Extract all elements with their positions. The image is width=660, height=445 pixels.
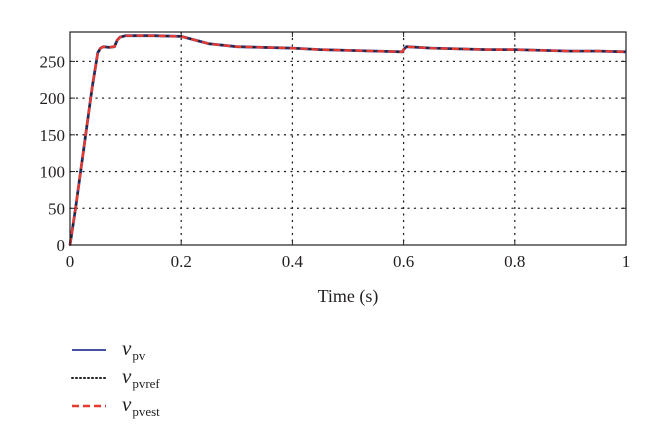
x-tick-label: 0 xyxy=(66,252,75,271)
y-tick-label: 0 xyxy=(57,236,66,255)
x-tick-label: 0.8 xyxy=(504,252,525,271)
y-tick-labels: 0 50 100 150 200 250 xyxy=(40,52,66,255)
y-tick-label: 150 xyxy=(40,126,66,145)
plot-frame xyxy=(69,31,627,246)
x-tick-label: 0.4 xyxy=(282,252,304,271)
legend-label-pvref: vpvref xyxy=(122,364,160,391)
x-tick-label: 0.6 xyxy=(393,252,414,271)
y-tick-label: 200 xyxy=(40,89,66,108)
y-tick-label: 100 xyxy=(40,163,66,182)
y-tick-label: 50 xyxy=(48,199,65,218)
axis-ticks xyxy=(69,32,627,246)
series-line-pvest xyxy=(68,34,627,246)
legend-label-pv: vpv xyxy=(122,336,146,363)
legend-label-pvest: vpvest xyxy=(122,392,160,419)
x-axis-label: Time (s) xyxy=(318,286,379,307)
y-tick-label: 250 xyxy=(40,52,66,71)
x-tick-labels: 0 0.2 0.4 0.6 0.8 1 xyxy=(66,252,631,271)
series-lines xyxy=(68,34,627,246)
x-tick-label: 0.2 xyxy=(171,252,192,271)
plot-background xyxy=(70,32,626,245)
x-tick-label: 1 xyxy=(622,252,631,271)
